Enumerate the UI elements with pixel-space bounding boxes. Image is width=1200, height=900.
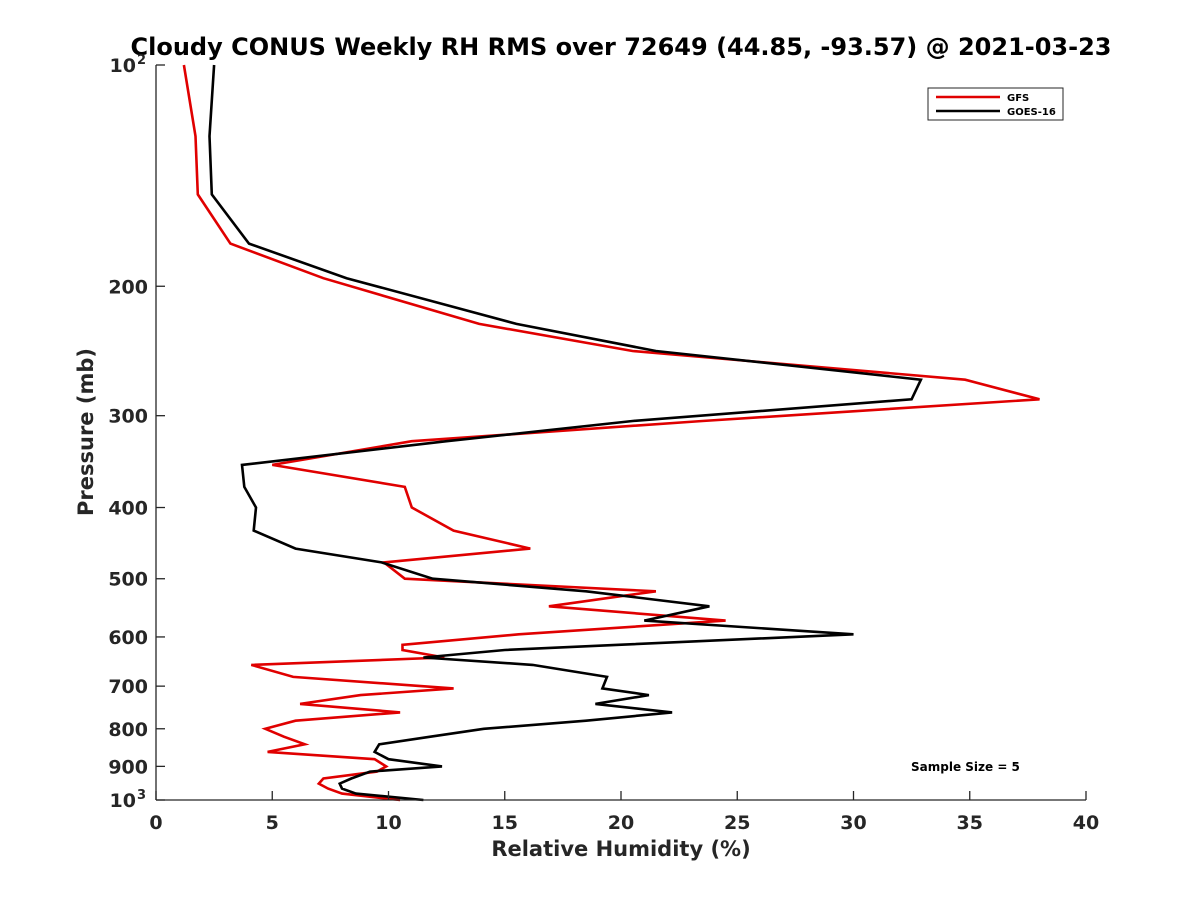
x-tick-label: 15 bbox=[492, 812, 518, 834]
y-tick-label: 10 bbox=[110, 55, 136, 77]
y-tick-label: 700 bbox=[108, 676, 148, 698]
y-tick-label: 300 bbox=[108, 406, 148, 428]
x-axis-label: Relative Humidity (%) bbox=[491, 837, 750, 861]
x-tick-label: 25 bbox=[724, 812, 750, 834]
y-tick-label: 500 bbox=[108, 569, 148, 591]
y-axis-label: Pressure (mb) bbox=[74, 348, 98, 516]
x-tick-label: 20 bbox=[608, 812, 634, 834]
sample-size-annotation: Sample Size = 5 bbox=[911, 760, 1020, 774]
x-tick-label: 40 bbox=[1073, 812, 1099, 834]
y-tick-label: 600 bbox=[108, 627, 148, 649]
series-layer bbox=[182, 64, 1040, 802]
y-tick-exponent: 2 bbox=[137, 53, 146, 68]
y-tick-label: 900 bbox=[108, 756, 148, 778]
y-tick-label: 400 bbox=[108, 498, 148, 520]
legend-box bbox=[927, 87, 1064, 121]
y-tick-label: 800 bbox=[108, 719, 148, 741]
x-ticks: 0 5 10 15 20 25 30 35 40 bbox=[149, 791, 1099, 834]
series-line-gfs bbox=[182, 64, 1040, 802]
legend-label: GOES-16 bbox=[1007, 107, 1056, 118]
plot-frame bbox=[156, 65, 1086, 800]
x-tick-label: 30 bbox=[840, 812, 866, 834]
x-tick-label: 35 bbox=[957, 812, 983, 834]
chart-title: Cloudy CONUS Weekly RH RMS over 72649 (4… bbox=[131, 33, 1112, 61]
legend: GFS GOES-16 bbox=[927, 87, 1064, 121]
x-tick-label: 10 bbox=[375, 812, 401, 834]
x-tick-label: 5 bbox=[266, 812, 279, 834]
x-tick-label: 0 bbox=[149, 812, 162, 834]
y-tick-label: 10 bbox=[110, 790, 136, 812]
series-line-goes-16 bbox=[208, 64, 923, 802]
legend-label: GFS bbox=[1007, 93, 1029, 104]
y-tick-label: 200 bbox=[108, 276, 148, 298]
y-tick-exponent: 3 bbox=[137, 788, 146, 803]
